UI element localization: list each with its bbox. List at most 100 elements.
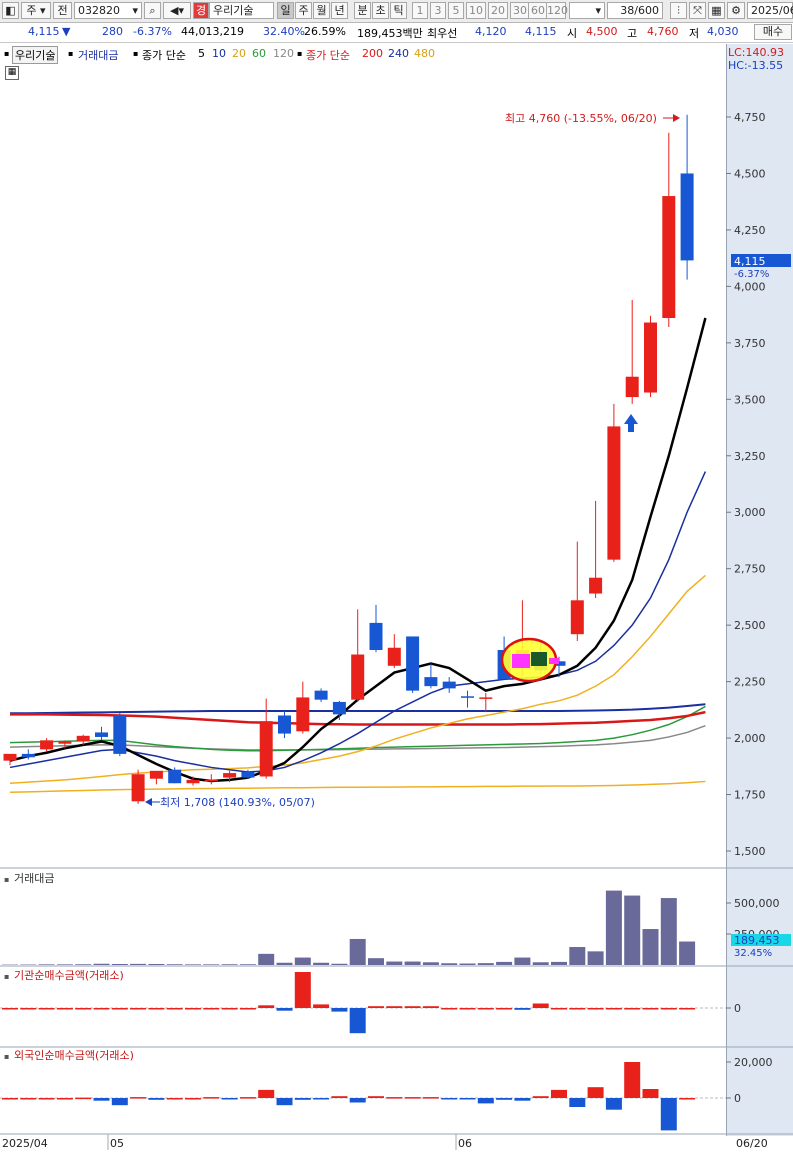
candle-body [21,753,35,758]
foreign-tick-label: 0 [734,1092,741,1105]
amount-bar [624,895,641,965]
inst-bar [185,1008,201,1010]
candles-layer [3,114,694,805]
minute-60-button[interactable]: 60 [528,2,548,19]
amount-bar [587,951,604,965]
foreign-bar [20,1098,37,1100]
inst-bar [239,1008,256,1010]
period-year-button[interactable]: 년 [331,2,348,19]
search-icon[interactable]: ⌕ [144,2,161,19]
indicator-icon[interactable]: ⫶ [670,2,687,19]
candle-body [3,753,17,761]
minute-10-button[interactable]: 10 [466,2,486,19]
inst-tick-label: 0 [734,1002,741,1015]
minute-5-button[interactable]: 5 [448,2,464,19]
legend-ma-long-label[interactable]: 종가 단순 [306,49,350,62]
legend-ma240: 240 [388,47,409,60]
open-price: 4,500 [586,25,618,38]
current-price: 4,115 [28,25,60,38]
inst-bar [221,1008,238,1010]
chevron-down-icon: ▾ [595,4,601,17]
minute-1-button[interactable]: 1 [412,2,428,19]
amount-bar [93,963,110,965]
chart-menu-icon[interactable]: ◧ [2,2,19,19]
price-tick-label: 1,500 [734,845,766,858]
period-week-button[interactable]: 주 [295,2,312,19]
foreign-bar [605,1098,622,1110]
buy-button[interactable]: 매수 [754,24,792,40]
period-day-button[interactable]: 일 [277,2,294,19]
candle-body [570,600,584,635]
stock-code-input[interactable]: 032820 ▾ [74,2,142,19]
foreign-bar [221,1098,238,1100]
view-toggle-button[interactable]: 전 [53,2,72,19]
period-minute-button[interactable]: 분 [354,2,371,19]
candle-body [479,697,493,699]
candle-body [442,681,456,689]
amount-bar [56,964,73,965]
legend-stock-name[interactable]: 우리기술 [12,46,59,64]
foreign-bar [514,1098,531,1101]
amount-bar [166,964,183,965]
amount-bar [313,962,330,965]
amount-bar [551,961,567,965]
foreign-bar [203,1097,220,1099]
legend-square-icon: ▪ [4,1052,9,1061]
inst-bar [551,1008,567,1010]
gear-icon[interactable]: ⚙ [727,2,745,19]
interval-select[interactable]: ▾ [569,2,605,19]
compare-icon[interactable]: ⤧ [689,2,706,19]
period-month-button[interactable]: 월 [313,2,330,19]
inst-bar [349,1008,366,1034]
inst-bar [148,1008,165,1010]
market-select[interactable]: 주 ▾ [21,2,51,19]
up-arrow-icon [624,414,638,432]
x-label-jun: 06 [458,1137,472,1150]
draw-icon[interactable]: ▦ [708,2,725,19]
candle-body [278,715,291,734]
foreign-bar [532,1096,549,1098]
candle-body [186,779,200,784]
candle-body [644,322,657,393]
inst-bar [368,1006,384,1008]
speaker-icon[interactable]: ◀▾ [163,2,191,19]
inst-bar [587,1008,604,1010]
grid-icon[interactable]: ▦ [5,66,19,80]
current-price-tag-value: 4,115 [734,255,766,268]
minute-120-button[interactable]: 120 [546,2,568,19]
inst-bar [404,1006,421,1008]
period-tick-button[interactable]: 틱 [390,2,407,19]
candle-body [589,577,603,594]
amount-bar [75,964,92,965]
foreign-bar [642,1089,659,1098]
high-label: 고 [627,27,638,40]
low-label: 저 [689,27,700,40]
amount-bar [569,947,586,965]
amount-bar [605,890,622,965]
period-second-button[interactable]: 초 [372,2,389,19]
candle-body [351,654,365,700]
inst-bar [93,1008,110,1010]
foreign-bar [679,1098,696,1100]
minute-3-button[interactable]: 3 [430,2,446,19]
stock-name-field[interactable]: 우리기술 [209,2,274,19]
candle-body [369,622,383,650]
date-field[interactable]: 2025/06 [747,2,793,19]
foreign-bar [166,1098,183,1100]
data-count-field[interactable]: 38/600 [607,2,663,19]
amount-bar [496,961,513,965]
foreign-bar [368,1096,384,1098]
market-label: 주 [26,4,37,17]
legend-ma-label[interactable]: 종가 단순 [142,49,186,62]
legend-amount-label[interactable]: 거래대금 [78,49,119,62]
hc-readout: HC:-13.55 [728,59,784,72]
minute-20-button[interactable]: 20 [488,2,508,19]
chart-legend: ▪ 우리기술 ▪ 거래대금 ▪ 종가 단순 5 10 20 60 120 ▪ 종… [0,45,725,64]
inst-bar [569,1008,586,1010]
foreign-bar [422,1097,439,1099]
amount-value-tag [731,934,791,946]
highlight-green-block [531,652,547,666]
inst-bar [496,1008,513,1010]
inst-bar [386,1006,403,1008]
